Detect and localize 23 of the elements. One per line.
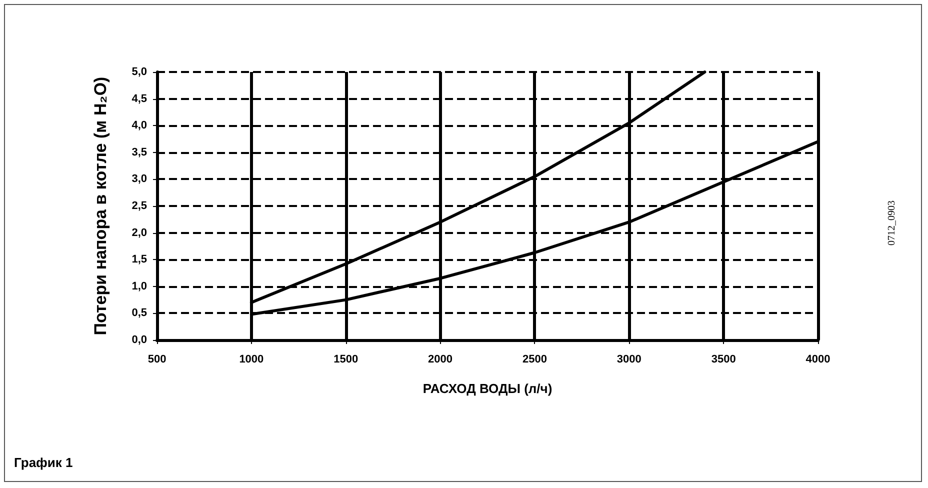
y-tick-label: 3,0	[132, 173, 147, 186]
text: График 1	[14, 455, 73, 470]
x-tick-label: 3000	[616, 354, 642, 366]
y-tick-label: 0,5	[132, 307, 147, 320]
y-tick-label: 4,0	[132, 120, 147, 132]
x-axis-title: РАСХОД ВОДЫ (л/ч)	[422, 381, 552, 396]
y-axis-title: Потери напора в котле (м H₂O)	[91, 76, 110, 336]
y-tick-label: 2,5	[132, 200, 147, 212]
x-tick-label: 4000	[806, 354, 830, 366]
x-tick-label: 1500	[334, 354, 358, 366]
text: 0712_0903	[886, 200, 898, 246]
y-tick-label: 3,5	[132, 146, 147, 158]
x-tick-label: 3500	[711, 354, 736, 366]
x-tick-label: 1000	[239, 354, 264, 366]
y-tick-label: 4,5	[132, 92, 147, 105]
y-tick-label: 5,0	[132, 66, 147, 78]
x-tick-label: 2000	[428, 354, 453, 366]
y-tick-label: 2,0	[132, 226, 147, 239]
y-tick-label: 0,0	[132, 334, 147, 346]
x-tick-label: 2500	[522, 354, 547, 366]
x-tick-label: 500	[148, 354, 166, 366]
y-tick-label: 1,5	[132, 254, 147, 266]
y-tick-label: 1,0	[132, 280, 147, 292]
